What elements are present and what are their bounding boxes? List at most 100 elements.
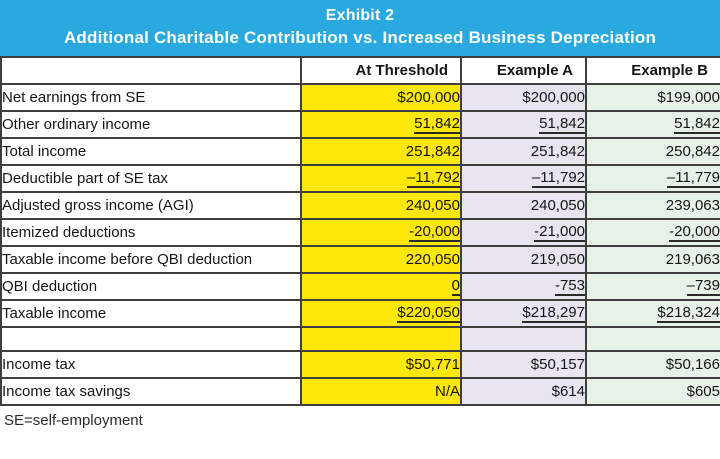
- cell-value: $50,166: [585, 350, 720, 379]
- footnote: SE=self-employment: [4, 412, 143, 429]
- cell-value: N/A: [300, 377, 462, 406]
- corner-cell: [0, 56, 302, 85]
- cell-value: $614: [460, 377, 587, 406]
- table-row: Adjusted gross income (AGI) 240,050 240,05…: [0, 191, 720, 220]
- cell-value: 239,063: [585, 191, 720, 220]
- cell-value: –739: [585, 272, 720, 301]
- cell-value: $50,771: [300, 350, 462, 379]
- row-label: Taxable income: [0, 299, 302, 328]
- cell-value: $199,000: [585, 83, 720, 112]
- cell-text: $50,771: [405, 356, 460, 373]
- column-header-example-b: Example B: [585, 56, 720, 85]
- cell-text: 240,050: [530, 197, 585, 214]
- cell-text: 51,842: [539, 115, 585, 134]
- exhibit-table: At Threshold Example A Example B Net ear…: [0, 56, 720, 406]
- table-row: Taxable income $220,050 $218,297 $218,324: [0, 299, 720, 328]
- cell-value: –11,792: [300, 164, 462, 193]
- cell-text: 240,050: [405, 197, 460, 214]
- cell-value: 51,842: [585, 110, 720, 139]
- row-label: Taxable income before QBI deduction: [0, 245, 302, 274]
- cell-value: [300, 326, 462, 352]
- exhibit-title: Exhibit 2: [325, 7, 395, 24]
- table-row: Income tax $50,771 $50,157 $50,166: [0, 350, 720, 379]
- cell-text: $50,157: [530, 356, 585, 373]
- row-label: Income tax: [0, 350, 302, 379]
- cell-value: 251,842: [300, 137, 462, 166]
- cell-value: $200,000: [300, 83, 462, 112]
- column-header-row: At Threshold Example A Example B: [0, 56, 720, 85]
- table-row: Itemized deductions -20,000 -21,000 -20,000: [0, 218, 720, 247]
- cell-text: -753: [554, 277, 585, 296]
- exhibit-banner: Exhibit 2 Additional Charitable Contribu…: [0, 0, 720, 56]
- cell-text: $605: [686, 383, 720, 400]
- row-label: Income tax savings: [0, 377, 302, 406]
- cell-value: –11,792: [460, 164, 587, 193]
- row-label: Total income: [0, 137, 302, 166]
- row-label: Adjusted gross income (AGI): [0, 191, 302, 220]
- cell-text: 219,050: [530, 251, 585, 268]
- cell-value: 0: [300, 272, 462, 301]
- table-row: Total income 251,842 251,842 250,842: [0, 137, 720, 166]
- row-label: [0, 326, 302, 352]
- cell-text: 251,842: [405, 143, 460, 160]
- cell-value: 51,842: [300, 110, 462, 139]
- cell-value: $605: [585, 377, 720, 406]
- cell-value: [460, 326, 587, 352]
- cell-value: -753: [460, 272, 587, 301]
- cell-text: –11,792: [531, 169, 585, 188]
- cell-value: -20,000: [300, 218, 462, 247]
- cell-text: –11,792: [406, 169, 460, 188]
- cell-text: –11,779: [666, 169, 720, 188]
- cell-text: -20,000: [409, 223, 460, 242]
- column-header-at-threshold: At Threshold: [300, 56, 462, 85]
- table-row: Income tax savings N/A $614 $605: [0, 377, 720, 406]
- cell-text: 51,842: [414, 115, 460, 134]
- row-label: QBI deduction: [0, 272, 302, 301]
- cell-text: -21,000: [534, 223, 585, 242]
- cell-value: 250,842: [585, 137, 720, 166]
- cell-text: $200,000: [397, 89, 460, 106]
- cell-value: 220,050: [300, 245, 462, 274]
- cell-text: 220,050: [405, 251, 460, 268]
- column-header-example-a: Example A: [460, 56, 587, 85]
- cell-text: N/A: [434, 383, 460, 400]
- row-label: Itemized deductions: [0, 218, 302, 247]
- cell-text: 219,063: [665, 251, 720, 268]
- cell-text: -20,000: [669, 223, 720, 242]
- cell-text: 51,842: [674, 115, 720, 134]
- table-row: Net earnings from SE $200,000 $200,000 $199…: [0, 83, 720, 112]
- cell-text: $50,166: [665, 356, 720, 373]
- cell-value: -21,000: [460, 218, 587, 247]
- cell-text: $218,324: [657, 304, 720, 323]
- cell-value: -20,000: [585, 218, 720, 247]
- cell-value: $218,324: [585, 299, 720, 328]
- cell-value: 51,842: [460, 110, 587, 139]
- cell-text: 250,842: [665, 143, 720, 160]
- exhibit-subtitle: Additional Charitable Contribution vs. I…: [63, 28, 657, 47]
- cell-value: $220,050: [300, 299, 462, 328]
- cell-value: 219,063: [585, 245, 720, 274]
- cell-value: $200,000: [460, 83, 587, 112]
- cell-value: [585, 326, 720, 352]
- table-row: Other ordinary income 51,842 51,842 51,842: [0, 110, 720, 139]
- cell-text: $220,050: [397, 304, 460, 323]
- row-label: Deductible part of SE tax: [0, 164, 302, 193]
- cell-text: $199,000: [657, 89, 720, 106]
- table-row: Taxable income before QBI deduction 220,0…: [0, 245, 720, 274]
- cell-value: –11,779: [585, 164, 720, 193]
- cell-value: $50,157: [460, 350, 587, 379]
- cell-value: 219,050: [460, 245, 587, 274]
- cell-text: $200,000: [522, 89, 585, 106]
- cell-text: –739: [686, 277, 720, 296]
- cell-text: $614: [551, 383, 585, 400]
- cell-value: 240,050: [460, 191, 587, 220]
- row-label: Net earnings from SE: [0, 83, 302, 112]
- cell-text: 0: [451, 277, 460, 296]
- cell-value: 251,842: [460, 137, 587, 166]
- cell-value: 240,050: [300, 191, 462, 220]
- cell-text: $218,297: [522, 304, 585, 323]
- table-row: Deductible part of SE tax –11,792 –11,792 –…: [0, 164, 720, 193]
- table-row: QBI deduction 0 -753 –739: [0, 272, 720, 301]
- cell-value: $218,297: [460, 299, 587, 328]
